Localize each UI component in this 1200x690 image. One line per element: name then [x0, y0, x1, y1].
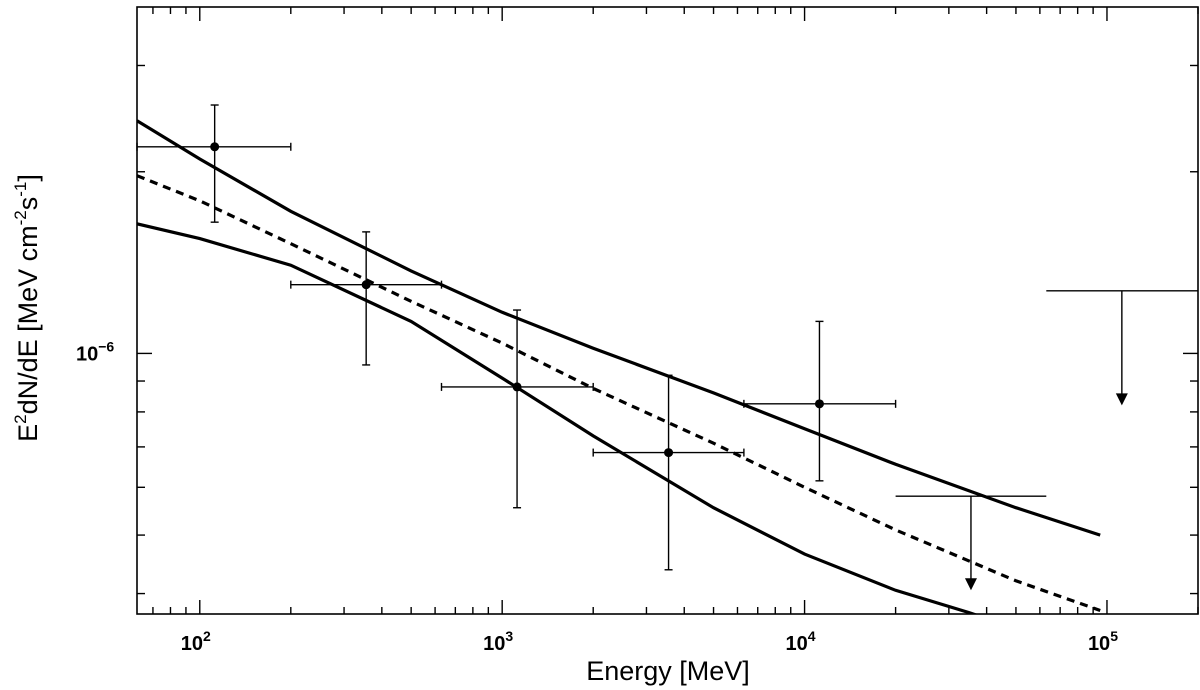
plot-frame	[136, 6, 1199, 615]
data-point-marker	[814, 399, 824, 409]
upper-limit-1	[895, 495, 1047, 591]
upper-limit-2	[1046, 290, 1198, 406]
x-tick-label: 104	[786, 628, 816, 655]
fit-curve-best-fit	[137, 174, 1101, 613]
data-point-3	[440, 309, 594, 509]
down-arrow-icon	[964, 578, 977, 591]
x-axis-title: Energy [MeV]	[586, 656, 750, 686]
data-point-marker	[361, 280, 371, 290]
data-point-marker	[512, 382, 522, 392]
data-point-marker	[664, 448, 674, 458]
x-tick-label: 102	[181, 628, 211, 655]
x-tick-label: 103	[483, 628, 513, 655]
upper-limits	[895, 290, 1198, 591]
y-tick-label: 10−6	[76, 338, 114, 365]
fit-curve-lower-bound	[137, 222, 979, 614]
data-points	[136, 104, 897, 571]
data-point-5	[743, 320, 897, 482]
x-tick-label: 105	[1088, 628, 1118, 655]
data-point-1	[136, 104, 292, 223]
y-axis-title: E2dN/dE [MeV cm-2s-1]	[11, 174, 43, 442]
data-point-marker	[210, 142, 220, 152]
y-axis-ticks: 10−6	[76, 64, 1198, 595]
fit-curves	[137, 119, 1101, 614]
data-point-4	[592, 374, 745, 571]
data-point-2	[290, 231, 443, 366]
down-arrow-icon	[1115, 393, 1128, 406]
fit-curve-upper-bound	[137, 119, 1101, 537]
x-axis-ticks: 102 103 104 105	[152, 7, 1199, 655]
